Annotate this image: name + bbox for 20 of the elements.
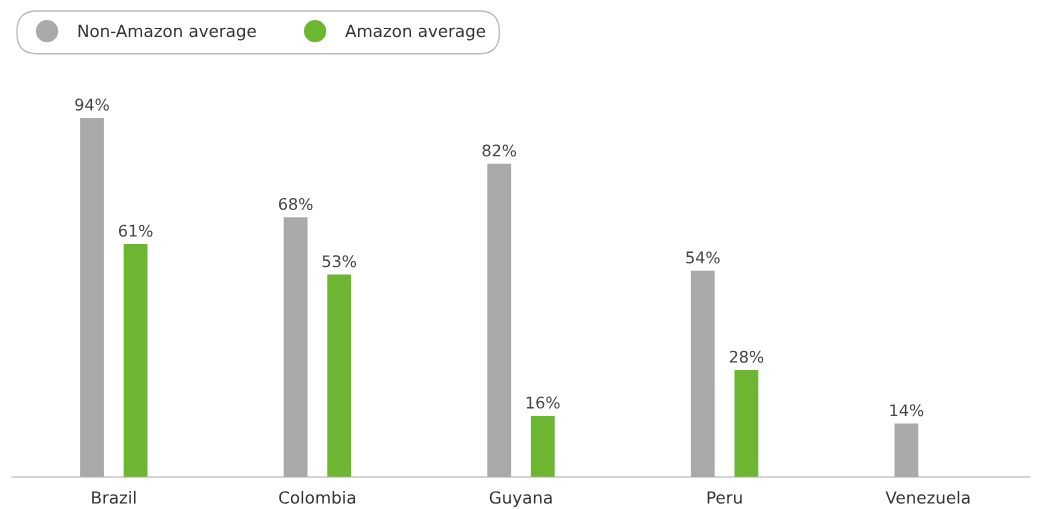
bar <box>530 415 555 477</box>
bar <box>327 274 352 477</box>
x-tick-label: Colombia <box>279 490 356 504</box>
legend-label: Amazon average <box>345 24 486 41</box>
data-label: 53% <box>322 255 357 268</box>
x-tick-label: Peru <box>707 491 742 504</box>
data-label: 82% <box>482 144 517 157</box>
data-label: 54% <box>686 251 720 264</box>
data-label: 28% <box>729 350 764 363</box>
data-label: 61% <box>118 224 153 237</box>
x-tick-label: Brazil <box>92 490 136 504</box>
bar <box>734 370 759 477</box>
data-label: 14% <box>890 404 924 417</box>
data-label: 16% <box>526 396 560 409</box>
data-label: 94% <box>75 98 109 111</box>
x-tick-label: Venezuela <box>885 490 970 504</box>
x-tick-label: Guyana <box>489 491 552 508</box>
legend-label: Non-Amazon average <box>78 24 256 41</box>
data-label: 68% <box>278 197 313 210</box>
bar <box>123 244 148 477</box>
